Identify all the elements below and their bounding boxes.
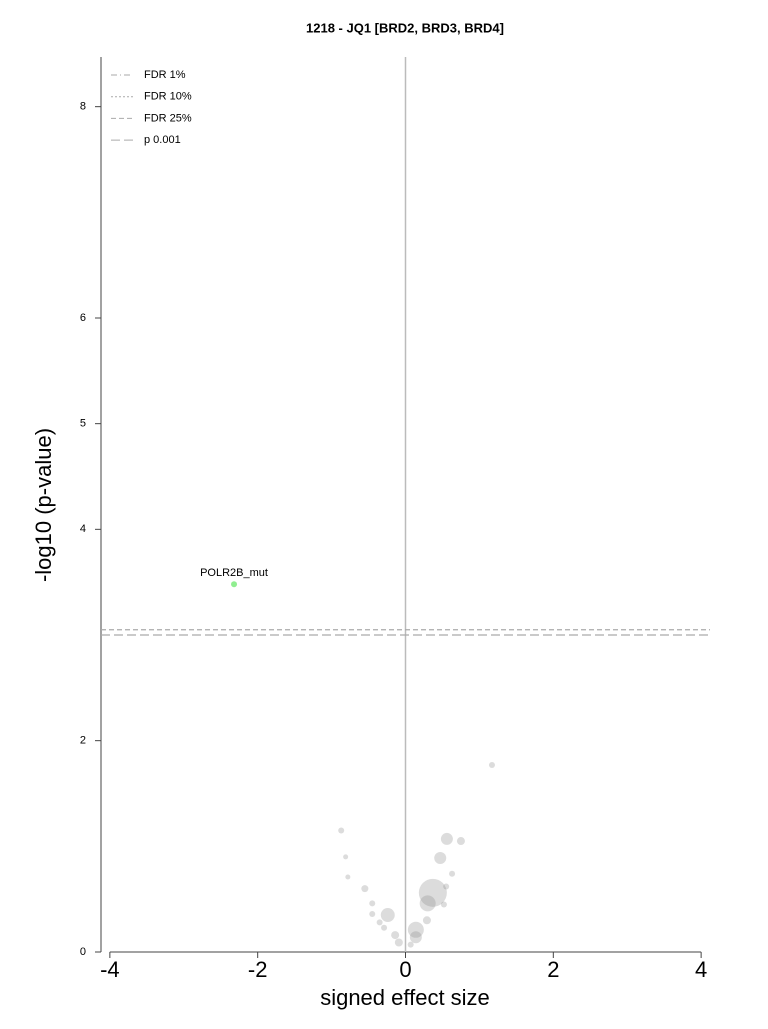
point (419, 895, 436, 912)
y-tick-label: 4 (80, 523, 86, 535)
y-tick-label: 5 (80, 418, 86, 430)
point (407, 941, 414, 948)
y-tick-label: 2 (80, 735, 86, 747)
point (381, 924, 388, 931)
point (443, 883, 450, 890)
chart-title: 1218 - JQ1 [BRD2, BRD3, BRD4] (306, 20, 504, 35)
point (369, 900, 376, 907)
point (380, 908, 395, 923)
point (488, 761, 495, 768)
point (422, 916, 431, 925)
point (394, 938, 403, 947)
point (345, 874, 351, 880)
legend-label: FDR 25% (144, 112, 192, 124)
x-tick-label: 2 (547, 957, 559, 982)
point (361, 885, 369, 893)
y-tick-label: 0 (80, 946, 86, 958)
point (456, 837, 465, 846)
x-tick-label: -2 (248, 957, 268, 982)
point (369, 910, 376, 917)
point (418, 878, 447, 907)
legend-label: FDR 1% (144, 69, 186, 81)
point-label: POLR2B_mut (200, 567, 268, 579)
legend-label: p 0.001 (144, 134, 181, 146)
point (391, 931, 400, 940)
legend-label: FDR 10% (144, 91, 192, 103)
point (449, 870, 456, 877)
point (440, 901, 447, 908)
y-tick-label: 8 (80, 101, 86, 113)
highlight-point (231, 581, 238, 588)
x-tick-label: 0 (399, 957, 411, 982)
y-tick-label: 6 (80, 312, 86, 324)
point (376, 919, 383, 926)
x-axis-label: signed effect size (320, 985, 490, 1010)
x-tick-label: -4 (100, 957, 120, 982)
point (409, 931, 422, 944)
point (407, 921, 424, 938)
point (440, 832, 453, 845)
x-tick-label: 4 (695, 957, 707, 982)
point (434, 851, 447, 864)
y-axis-label: -log10 (p-value) (31, 428, 56, 582)
point (343, 854, 349, 860)
point (338, 827, 345, 834)
